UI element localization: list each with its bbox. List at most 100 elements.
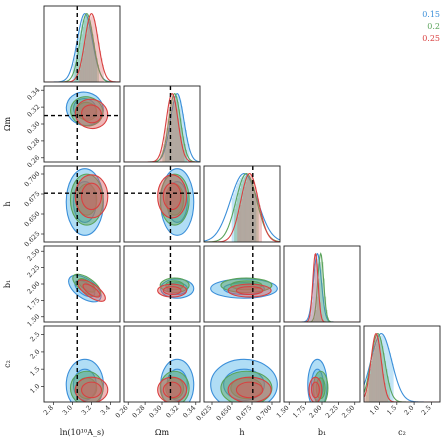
contour-lnAs-h-0.2 [69, 173, 104, 226]
hist-bar-h-0.2 [255, 198, 258, 242]
x-tick-label: 2.8 [42, 404, 55, 417]
contour-Om-b1-0.25 [162, 286, 182, 296]
hist-bar-b1-0.25 [315, 255, 317, 322]
hist-bar-Om-0.2 [185, 149, 187, 162]
contour-lnAs-c2-0.25 [74, 376, 109, 402]
y-tick-label: 0.625 [23, 230, 42, 249]
contour-lnAs-h-0.25 [80, 182, 103, 211]
hist-bar-h-0.25 [256, 192, 258, 242]
hist-bar-c2-0.2 [376, 336, 378, 402]
hist-bar-lnAs-0.15 [80, 24, 83, 82]
hist-bar-c2-0.15 [373, 353, 375, 402]
hist-bar-h-0.2 [254, 193, 256, 242]
hist-bar-lnAs-0.15 [86, 16, 88, 82]
hist-bar-c2-0.15 [392, 363, 394, 402]
panel-frame [283, 245, 361, 323]
hist-bar-c2-0.2 [387, 376, 389, 402]
hist-bar-c2-0.15 [371, 358, 374, 402]
hist-bar-b1-0.15 [311, 296, 314, 322]
panel-frame [123, 85, 201, 163]
hist-bar-lnAs-0.25 [91, 15, 93, 82]
hist-bar-lnAs-0.25 [86, 34, 88, 82]
hist-bar-Om-0.25 [159, 154, 162, 162]
hist-bar-lnAs-0.25 [94, 20, 96, 82]
hist-bar-Om-0.25 [162, 143, 164, 162]
hist-bar-c2-0.2 [368, 376, 370, 402]
hist-bar-Om-0.2 [165, 143, 167, 162]
contour-h-c2-0.15 [210, 358, 278, 402]
y-tick-label: 0.30 [26, 120, 42, 136]
contour-lnAs-Om-0.25 [81, 104, 102, 124]
hist-bar-c2-0.2 [370, 361, 373, 402]
hist-bar-c2-0.15 [377, 340, 379, 402]
hist-bar-h-0.15 [248, 178, 250, 242]
hist-bar-h-0.2 [238, 193, 240, 242]
hist-bar-lnAs-0.15 [95, 58, 98, 82]
hist-bar-c2-0.15 [370, 363, 372, 402]
hist-bar-b1-0.15 [322, 296, 325, 322]
y-tick-label: 0.28 [26, 137, 42, 153]
hist-bar-Om-0.2 [182, 136, 185, 162]
hist-bar-h-0.15 [250, 183, 253, 242]
contour-Om-b1-0.2 [159, 277, 190, 294]
hist-bar-c2-0.25 [384, 382, 386, 402]
hist-bar-Om-0.15 [173, 106, 175, 162]
panel-Om-h [123, 165, 201, 243]
hist-bar-b1-0.25 [309, 314, 312, 322]
density-c2-0.15 [364, 333, 440, 402]
hist-bar-lnAs-0.25 [98, 42, 100, 82]
hist-bar-b1-0.25 [311, 302, 313, 322]
y-axis-label-Om: Ωm [3, 116, 12, 131]
hist-bar-h-0.2 [257, 203, 259, 242]
hist-bar-h-0.15 [253, 189, 255, 242]
hist-bar-Om-0.15 [184, 121, 186, 162]
hist-bar-lnAs-0.2 [90, 26, 93, 82]
hist-bar-h-0.15 [249, 180, 251, 242]
hist-bar-Om-0.15 [188, 143, 190, 162]
contour-Om-h-0.25 [157, 174, 188, 219]
x-tick-label: 0.700 [255, 404, 274, 423]
contour-Om-c2-0.25 [157, 376, 188, 402]
contour-h-b1-0.25 [235, 286, 264, 296]
hist-bar-b1-0.15 [309, 314, 311, 322]
hist-bar-h-0.15 [233, 193, 235, 242]
hist-bar-lnAs-0.25 [80, 64, 82, 82]
hist-bar-Om-0.25 [161, 149, 163, 162]
hist-bar-h-0.15 [244, 175, 246, 242]
hist-bar-Om-0.25 [180, 136, 182, 162]
hist-bar-lnAs-0.25 [96, 34, 99, 82]
hist-bar-c2-0.2 [369, 368, 371, 402]
hist-bar-h-0.25 [257, 198, 260, 242]
hist-bar-h-0.15 [245, 175, 247, 242]
hist-bar-lnAs-0.15 [78, 37, 80, 82]
hist-bar-Om-0.15 [179, 100, 182, 162]
hist-bar-c2-0.2 [375, 340, 377, 402]
y-tick-label: 1.0 [28, 382, 41, 395]
x-tick-label: 0.650 [215, 404, 234, 423]
hist-bar-h-0.15 [238, 180, 240, 242]
hist-bar-h-0.2 [243, 177, 246, 242]
hist-bar-lnAs-0.2 [74, 69, 76, 82]
hist-bar-b1-0.25 [314, 263, 316, 322]
hist-bar-c2-0.2 [379, 336, 381, 402]
hist-bar-h-0.25 [244, 186, 246, 242]
contour-h-b1-0.25 [227, 283, 272, 298]
contour-Om-b1-0.25 [157, 283, 188, 298]
panel-lnAs-lnAs [43, 5, 121, 83]
y-tick-label: 2.25 [26, 263, 42, 279]
hist-bar-lnAs-0.15 [87, 19, 89, 82]
x-axis-label-c2: c₂ [398, 428, 406, 437]
hist-bar-h-0.25 [250, 175, 253, 242]
hist-bar-Om-0.2 [178, 109, 181, 162]
hist-bar-c2-0.15 [375, 343, 378, 402]
hist-bar-c2-0.15 [384, 337, 386, 402]
hist-bar-b1-0.2 [316, 296, 318, 322]
y-tick-label: 2.0 [28, 348, 41, 361]
hist-bar-h-0.15 [242, 175, 244, 242]
hist-bar-Om-0.2 [173, 96, 175, 162]
hist-bar-c2-0.25 [377, 337, 379, 402]
hist-bar-h-0.2 [236, 198, 239, 242]
hist-bar-c2-0.25 [376, 335, 378, 402]
hist-bar-h-0.15 [254, 193, 257, 242]
